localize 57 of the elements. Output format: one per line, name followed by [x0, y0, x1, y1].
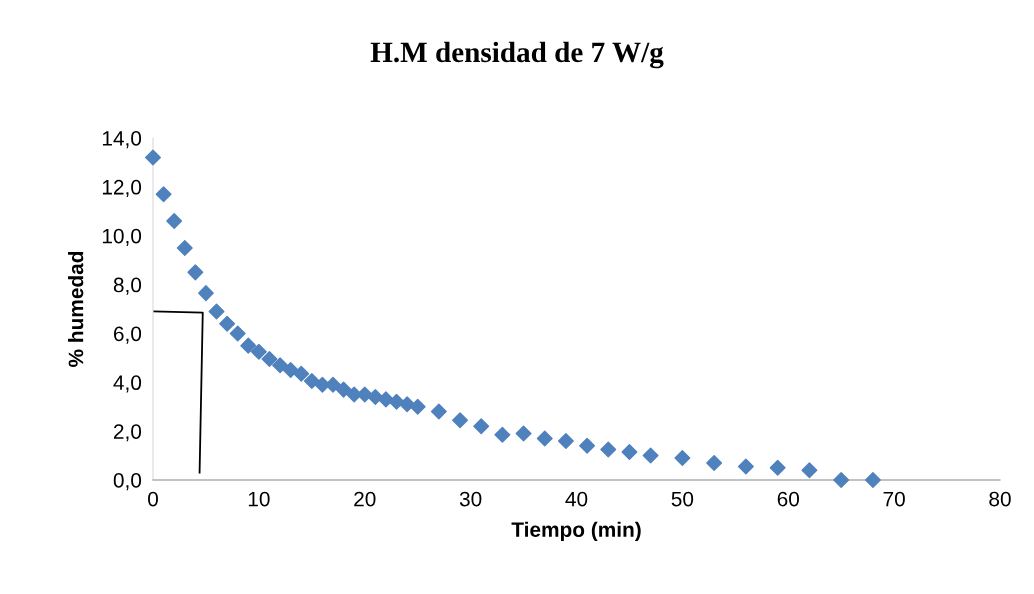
- point: [536, 430, 553, 447]
- x-tick-label: 20: [354, 491, 376, 507]
- point: [557, 432, 574, 449]
- point: [261, 351, 278, 368]
- point: [176, 239, 193, 256]
- y-tick-label: 8,0: [113, 277, 142, 295]
- point: [515, 425, 532, 442]
- x-tick-label: 60: [777, 491, 800, 507]
- point: [452, 412, 469, 429]
- point: [155, 186, 172, 203]
- y-tick-label: 2,0: [113, 424, 142, 442]
- point: [409, 398, 426, 415]
- y-tick-label: 14,0: [102, 131, 142, 149]
- x-axis-title: Tiempo (min): [511, 521, 641, 542]
- point: [187, 264, 204, 281]
- point: [737, 458, 754, 475]
- point: [642, 447, 659, 464]
- x-tick-label: 80: [989, 491, 1011, 507]
- point: [430, 403, 447, 420]
- point: [579, 437, 596, 454]
- point: [303, 373, 320, 390]
- point: [145, 149, 161, 166]
- point: [208, 303, 225, 320]
- point: [494, 426, 511, 443]
- y-tick-label: 4,0: [113, 375, 142, 393]
- x-tick-label: 70: [883, 491, 905, 507]
- point: [240, 337, 257, 354]
- point: [833, 472, 850, 488]
- point: [197, 285, 214, 302]
- point: [219, 315, 236, 332]
- point: [399, 396, 416, 413]
- y-tick-label: 10,0: [102, 228, 142, 246]
- point: [293, 365, 310, 382]
- point: [801, 462, 818, 479]
- point: [166, 213, 183, 230]
- y-tick-label: 0,0: [113, 473, 142, 491]
- point: [769, 459, 786, 476]
- x-tick-label: 0: [148, 491, 158, 507]
- point: [674, 450, 691, 466]
- point: [335, 381, 352, 398]
- point: [621, 443, 638, 460]
- point: [250, 343, 267, 360]
- x-tick-label: 40: [565, 491, 588, 507]
- x-tick-label: 30: [459, 491, 482, 507]
- point: [272, 357, 289, 374]
- y-tick-label: 6,0: [113, 326, 142, 344]
- x-tick-label: 10: [248, 491, 270, 507]
- point: [706, 454, 723, 471]
- point: [325, 376, 341, 393]
- point: [229, 325, 246, 342]
- point: [473, 418, 490, 435]
- x-tick-label: 50: [671, 491, 694, 507]
- y-tick-label: 12,0: [102, 179, 142, 198]
- point: [600, 441, 617, 458]
- point: [864, 472, 881, 488]
- y-axis-title: % humedad: [68, 251, 84, 367]
- chart-title: H.M densidad de 7 W/g: [370, 41, 664, 69]
